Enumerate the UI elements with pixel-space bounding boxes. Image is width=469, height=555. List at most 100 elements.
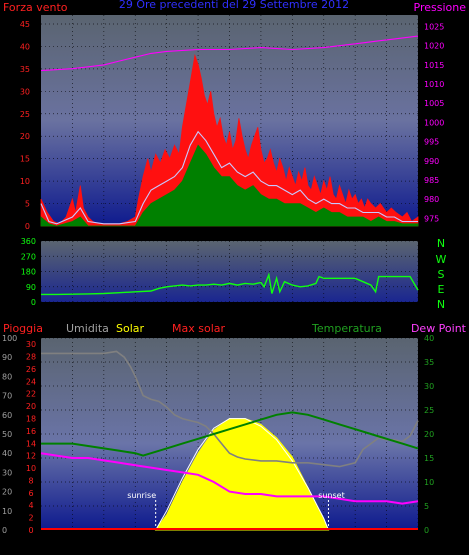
pressure-axis-label: Pressione bbox=[414, 1, 467, 14]
climate-x-tick: 06 bbox=[129, 538, 139, 547]
rain-tick-label: 2 bbox=[28, 514, 33, 523]
wind-x-tick: 10 bbox=[192, 230, 202, 239]
climate-x-tick: 14 bbox=[255, 538, 265, 547]
pressure-tick-label: 995 bbox=[424, 138, 439, 147]
wind-x-tick: 00 bbox=[412, 230, 422, 239]
temperature-tick-label: 5 bbox=[424, 502, 429, 511]
legend-rain: Pioggia bbox=[3, 322, 43, 335]
pressure-tick-label: 1025 bbox=[424, 23, 444, 32]
wind-tick-label: 5 bbox=[25, 200, 30, 209]
temperature-tick-label: 35 bbox=[424, 358, 434, 367]
pressure-tick-label: 1005 bbox=[424, 99, 444, 108]
direction-tick-label: 90 bbox=[26, 283, 36, 292]
wind-x-tick: 20 bbox=[349, 230, 359, 239]
wind-tick-label: 15 bbox=[20, 155, 30, 164]
temperature-tick-label: 25 bbox=[424, 406, 434, 415]
pressure-tick-label: 975 bbox=[424, 214, 439, 223]
rain-tick-label: 30 bbox=[26, 340, 36, 349]
wind-tick-label: 45 bbox=[20, 20, 30, 29]
compass-n-bottom: N bbox=[437, 298, 445, 311]
humidity-tick-label: 50 bbox=[2, 430, 12, 439]
wind-x-tick: 22 bbox=[381, 230, 391, 239]
dew-point-series bbox=[40, 452, 419, 505]
wind-tick-label: 20 bbox=[20, 132, 30, 141]
rain-tick-label: 12 bbox=[26, 452, 36, 461]
temperature-tick-label: 40 bbox=[424, 334, 434, 343]
climate-x-tick: 22 bbox=[381, 538, 391, 547]
humidity-tick-label: 10 bbox=[2, 507, 12, 516]
wind-axis-label: Forza vento bbox=[3, 1, 68, 14]
tick-labels: 0510152025303540459759809859909951000100… bbox=[2, 20, 444, 547]
humidity-tick-label: 90 bbox=[2, 353, 12, 362]
sunrise-label: sunrise bbox=[127, 491, 156, 500]
wind-tick-label: 30 bbox=[20, 87, 30, 96]
humidity-tick-label: 40 bbox=[2, 449, 12, 458]
legend-humidity: Umidita bbox=[66, 322, 109, 335]
wind-x-tick: 18 bbox=[318, 230, 328, 239]
rain-tick-label: 4 bbox=[28, 501, 33, 510]
sunset-axis-label: sunset bbox=[334, 538, 361, 547]
compass-labels: N W S E N bbox=[436, 237, 447, 311]
compass-s: S bbox=[438, 268, 445, 281]
legend-max-solar: Max solar bbox=[172, 322, 225, 335]
humidity-tick-label: 0 bbox=[2, 526, 7, 535]
direction-series bbox=[41, 272, 419, 296]
humidity-tick-label: 80 bbox=[2, 372, 12, 381]
compass-n-top: N bbox=[437, 237, 445, 250]
legend-dew-point: Dew Point bbox=[411, 322, 467, 335]
rain-tick-label: 10 bbox=[26, 464, 36, 473]
average-series bbox=[40, 130, 418, 225]
climate-x-tick: 12 bbox=[224, 538, 234, 547]
pressure-tick-label: 1015 bbox=[424, 61, 444, 70]
wind-x-tick: 12 bbox=[224, 230, 234, 239]
wind-x-tick: 06 bbox=[129, 230, 139, 239]
pressure-tick-label: 1000 bbox=[424, 118, 444, 127]
climate-x-tick: 02 bbox=[66, 538, 76, 547]
humidity-tick-label: 30 bbox=[2, 468, 12, 477]
legend-solar: Solar bbox=[116, 322, 145, 335]
rain-tick-label: 20 bbox=[26, 402, 36, 411]
climate-x-tick: 18 bbox=[318, 538, 328, 547]
rain-tick-label: 16 bbox=[26, 427, 36, 436]
series-layer bbox=[40, 35, 419, 531]
rain-tick-label: 18 bbox=[26, 415, 36, 424]
pressure-tick-label: 1010 bbox=[424, 80, 444, 89]
humidity-tick-label: 20 bbox=[2, 488, 12, 497]
temperature-tick-label: 15 bbox=[424, 454, 434, 463]
climate-x-tick: 10 bbox=[192, 538, 202, 547]
rain-tick-label: 26 bbox=[26, 365, 36, 374]
wind-x-tick: 08 bbox=[161, 230, 171, 239]
sunset-label: sunset bbox=[318, 491, 345, 500]
rain-tick-label: 6 bbox=[28, 489, 33, 498]
temperature-tick-label: 0 bbox=[424, 526, 429, 535]
direction-tick-label: 360 bbox=[21, 237, 36, 246]
climate-legend: Pioggia Umidita Solar Max solar Temperat… bbox=[3, 322, 467, 335]
wind-tick-label: 40 bbox=[20, 42, 30, 51]
max-solar-series bbox=[155, 418, 329, 531]
temperature-tick-label: 20 bbox=[424, 430, 434, 439]
wind-tick-label: 35 bbox=[20, 65, 30, 74]
pressure-tick-label: 990 bbox=[424, 157, 439, 166]
temperature-tick-label: 10 bbox=[424, 478, 434, 487]
gust-series bbox=[40, 53, 419, 227]
climate-x-tick: 20 bbox=[349, 538, 359, 547]
wind-tick-label: 25 bbox=[20, 110, 30, 119]
direction-tick-label: 0 bbox=[31, 298, 36, 307]
climate-x-tick: 16 bbox=[286, 538, 296, 547]
wind-tick-label: 10 bbox=[20, 177, 30, 186]
wind-x-tick: 02 bbox=[66, 230, 76, 239]
rain-tick-label: 8 bbox=[28, 476, 33, 485]
temperature-series bbox=[41, 411, 419, 457]
rain-tick-label: 28 bbox=[26, 353, 36, 362]
direction-tick-label: 180 bbox=[21, 268, 36, 277]
rain-tick-label: 22 bbox=[26, 390, 36, 399]
pressure-tick-label: 985 bbox=[424, 176, 439, 185]
climate-x-tick: 04 bbox=[98, 538, 108, 547]
climate-x-tick: 08 bbox=[161, 538, 171, 547]
rain-tick-label: 0 bbox=[28, 526, 33, 535]
wind-x-tick: 16 bbox=[286, 230, 296, 239]
speed-series bbox=[40, 144, 419, 227]
pressure-tick-label: 1020 bbox=[424, 42, 444, 51]
